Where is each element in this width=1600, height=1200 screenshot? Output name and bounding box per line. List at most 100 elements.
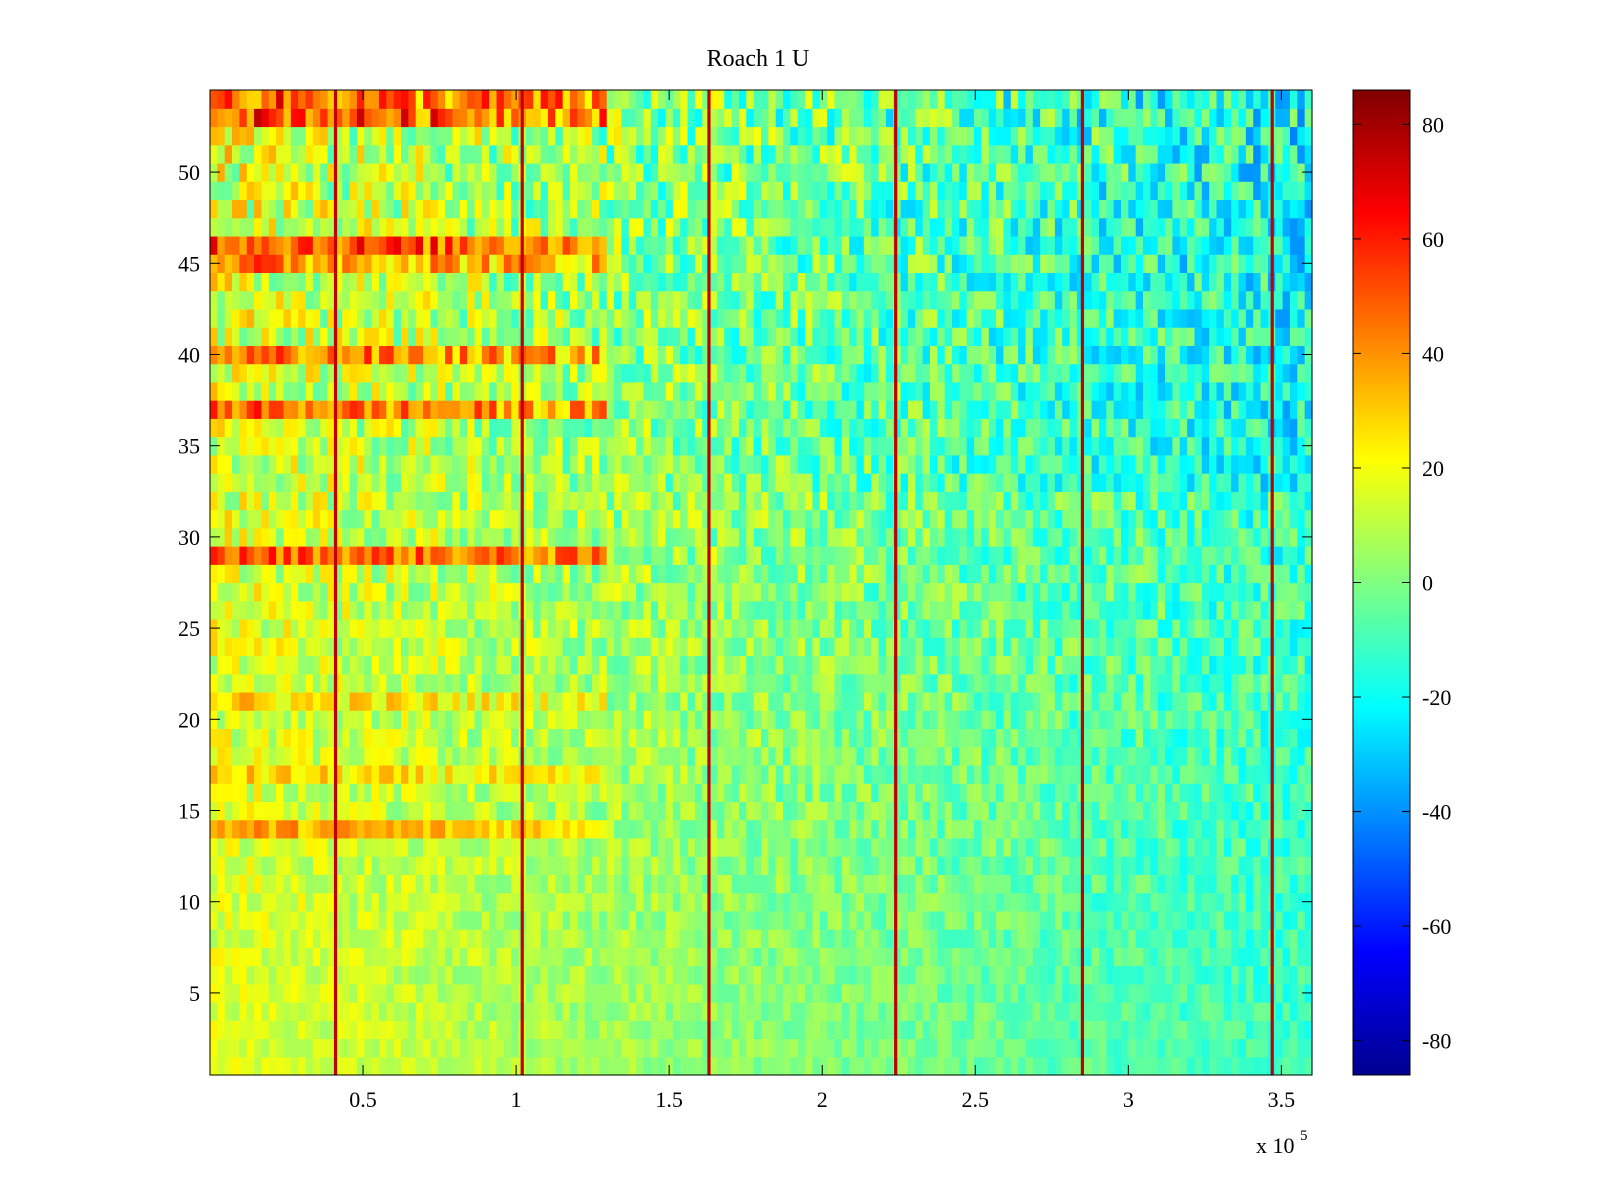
heatmap-cell xyxy=(783,910,791,930)
heatmap-cell xyxy=(1253,655,1262,675)
heatmap-cell xyxy=(849,983,858,1003)
heatmap-cell xyxy=(1084,783,1093,802)
heatmap-cell xyxy=(650,1056,659,1076)
heatmap-cell xyxy=(1165,783,1174,802)
heatmap-cell xyxy=(658,600,667,620)
heatmap-cell xyxy=(224,618,233,638)
heatmap-cell xyxy=(856,710,865,730)
heatmap-cell xyxy=(966,1002,975,1021)
heatmap-cell xyxy=(1128,746,1137,766)
heatmap-cell xyxy=(614,1002,623,1021)
heatmap-cell xyxy=(224,491,233,511)
heatmap-cell xyxy=(959,1020,968,1040)
heatmap-cell xyxy=(753,837,762,857)
heatmap-cell xyxy=(371,546,380,565)
heatmap-cell xyxy=(805,582,814,602)
heatmap-cell xyxy=(1091,509,1100,529)
heatmap-cell xyxy=(974,983,982,1003)
heatmap-cell xyxy=(364,874,373,894)
heatmap-cell xyxy=(834,1038,843,1058)
heatmap-cell xyxy=(687,965,696,985)
heatmap-cell xyxy=(1098,746,1107,766)
heatmap-cell xyxy=(562,546,571,565)
heatmap-cell xyxy=(261,983,270,1003)
heatmap-cell xyxy=(672,618,681,638)
heatmap-cell xyxy=(636,965,645,985)
heatmap-cell xyxy=(474,783,483,802)
heatmap-cell xyxy=(481,910,490,930)
heatmap-cell xyxy=(643,801,652,821)
heatmap-cell xyxy=(584,673,593,693)
heatmap-cell xyxy=(1143,710,1151,730)
heatmap-cell xyxy=(665,728,674,748)
heatmap-cell xyxy=(408,618,417,638)
heatmap-cell xyxy=(1047,764,1056,784)
heatmap-cell xyxy=(974,582,982,602)
heatmap-cell xyxy=(1054,637,1063,657)
heatmap-cell xyxy=(232,965,240,985)
heatmap-cell xyxy=(871,527,880,547)
heatmap-cell xyxy=(643,1056,652,1076)
heatmap-cell xyxy=(305,947,314,967)
heatmap-cell xyxy=(276,454,285,474)
heatmap-cell xyxy=(724,1038,733,1058)
heatmap-cell xyxy=(1084,546,1093,565)
heatmap-cell xyxy=(393,473,402,492)
heatmap-cell xyxy=(790,600,799,620)
heatmap-cell xyxy=(1106,837,1115,857)
heatmap-cell xyxy=(569,564,578,584)
heatmap-cell xyxy=(1260,546,1269,565)
heatmap-cell xyxy=(525,527,534,547)
heatmap-cell xyxy=(305,892,314,912)
heatmap-cell xyxy=(533,618,542,638)
heatmap-cell xyxy=(738,546,747,565)
heatmap-cell xyxy=(445,491,454,511)
heatmap-cell xyxy=(996,1056,1005,1076)
heatmap-cell xyxy=(1047,1020,1056,1040)
heatmap-cell xyxy=(364,691,373,711)
heatmap-cell xyxy=(775,509,784,529)
heatmap-cell xyxy=(1157,655,1166,675)
heatmap-cell xyxy=(1179,874,1188,894)
heatmap-cell xyxy=(1106,983,1115,1003)
heatmap-cell xyxy=(599,1056,608,1076)
heatmap-cell xyxy=(423,856,431,875)
heatmap-cell xyxy=(1010,892,1019,912)
heatmap-cell xyxy=(459,637,468,657)
heatmap-cell xyxy=(1113,618,1122,638)
heatmap-cell xyxy=(665,655,674,675)
heatmap-cell xyxy=(1194,473,1203,492)
heatmap-cell xyxy=(1157,600,1166,620)
heatmap-cell xyxy=(254,929,263,948)
heatmap-cell xyxy=(636,728,645,748)
heatmap-cell xyxy=(254,764,263,784)
heatmap-cell xyxy=(746,746,755,766)
heatmap-cell xyxy=(702,582,711,602)
heatmap-cell xyxy=(584,947,593,967)
heatmap-cell xyxy=(731,983,740,1003)
heatmap-cell xyxy=(305,856,314,875)
heatmap-cell xyxy=(423,892,431,912)
heatmap-cell xyxy=(1216,655,1225,675)
heatmap-cell xyxy=(753,473,762,492)
heatmap-cell xyxy=(1223,546,1232,565)
heatmap-cell xyxy=(1245,801,1254,821)
heatmap-cell xyxy=(430,874,439,894)
heatmap-cell xyxy=(349,819,358,839)
heatmap-cell xyxy=(643,856,652,875)
heatmap-cell xyxy=(408,874,417,894)
heatmap-cell xyxy=(1238,582,1247,602)
heatmap-cell xyxy=(232,910,240,930)
heatmap-cell xyxy=(239,947,248,967)
heatmap-cell xyxy=(702,546,711,565)
heatmap-cell xyxy=(665,764,674,784)
heatmap-cell xyxy=(1143,1002,1151,1021)
heatmap-cell xyxy=(1216,509,1225,529)
heatmap-cell xyxy=(1120,710,1129,730)
heatmap-cell xyxy=(1231,1020,1240,1040)
heatmap-cell xyxy=(1172,673,1181,693)
heatmap-cell xyxy=(408,546,417,565)
heatmap-cell xyxy=(1069,546,1078,565)
heatmap-cell xyxy=(1010,1002,1019,1021)
heatmap-cell xyxy=(929,710,938,730)
